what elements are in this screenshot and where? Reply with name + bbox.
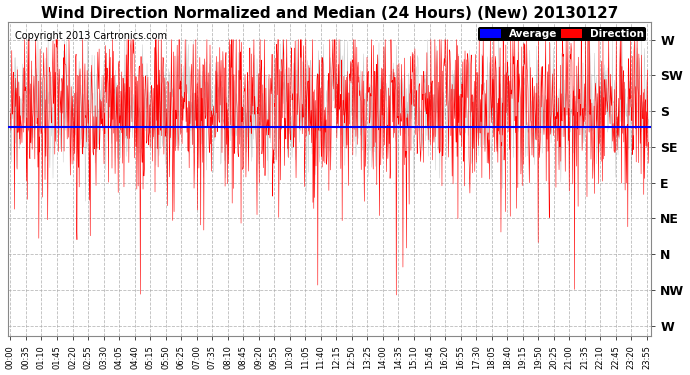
Text: Copyright 2013 Cartronics.com: Copyright 2013 Cartronics.com	[14, 31, 167, 41]
Title: Wind Direction Normalized and Median (24 Hours) (New) 20130127: Wind Direction Normalized and Median (24…	[41, 6, 618, 21]
Legend: Average, Direction: Average, Direction	[478, 27, 646, 41]
